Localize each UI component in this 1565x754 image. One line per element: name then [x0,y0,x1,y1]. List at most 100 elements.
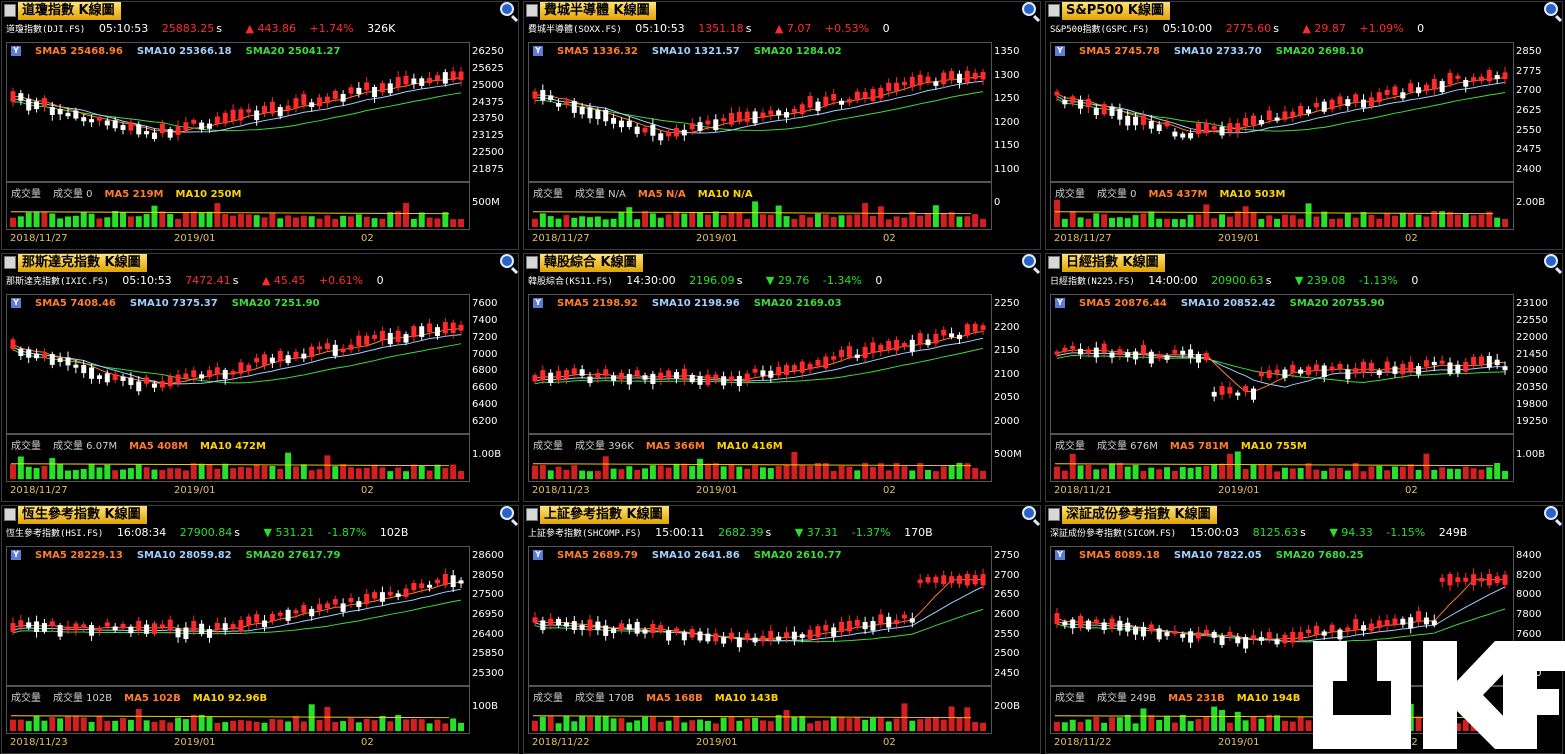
chart-panel[interactable]: 日經指數 K線圖 日經指數(N225.FS) 14:00:00 20900.63… [1045,253,1563,502]
zoom-icon[interactable] [500,506,514,520]
panel-title[interactable]: 深証成份參考指數 K線圖 [1062,506,1217,524]
volume-chart[interactable]: 成交量 成交量 102B MA5 102B MA10 92.96B [6,686,470,734]
window-icon[interactable] [4,4,16,17]
legend-y-icon[interactable]: Y [11,550,21,560]
legend-y-icon[interactable]: Y [1055,46,1065,56]
zoom-icon[interactable] [1022,506,1036,520]
window-icon[interactable] [526,4,538,17]
volume-bar [1258,218,1265,228]
zoom-icon[interactable] [1022,254,1036,268]
volume-bar [127,719,134,732]
volume-legend: 成交量 成交量 396K MA5 366M MA10 416M [533,437,795,452]
window-icon[interactable] [4,256,16,269]
candle-body [317,604,323,611]
legend-y-icon[interactable]: Y [11,298,21,308]
legend-y-icon[interactable]: Y [533,550,543,560]
window-icon[interactable] [1048,4,1060,17]
candle-body [442,72,448,84]
price-axis-tick: 2625 [1516,105,1542,116]
candlestick-chart[interactable]: Y SMA5 1336.32 SMA10 1321.57 SMA20 1284.02 [528,42,992,182]
candlestick-chart[interactable]: Y SMA5 2745.78 SMA10 2733.70 SMA20 2698.10 [1050,42,1514,182]
quote-price: 8125.63 s [1252,526,1306,539]
quote-percent: +1.09% [1359,22,1404,35]
candlestick-chart[interactable]: Y SMA5 2689.79 SMA10 2641.86 SMA20 2610.77 [528,546,992,686]
volume-chart[interactable]: 成交量 成交量 N/A MA5 N/A MA10 N/A [528,182,992,230]
volume-chart[interactable]: 成交量 成交量 0 MA5 437M MA10 503M [1050,182,1514,230]
volume-bar [104,721,111,732]
chart-panel[interactable]: 恆生參考指數 K線圖 恆生參考指數(HSI.FS) 16:08:34 27900… [1,505,519,754]
candle-body [81,117,87,122]
panel-title[interactable]: 恆生參考指數 K線圖 [18,506,147,524]
candle-body [1306,629,1312,634]
volume-chart[interactable]: 成交量 成交量 6.07M MA5 408M MA10 472M [6,434,470,482]
panel-title[interactable]: 韓股綜合 K線圖 [540,254,643,272]
candle-body [246,364,252,371]
volume-bar [387,721,394,732]
volume-bar [1360,211,1367,228]
legend-y-icon[interactable]: Y [533,298,543,308]
candlestick-chart[interactable]: Y SMA5 25468.96 SMA10 25366.18 SMA20 25041.… [6,42,470,182]
panel-title[interactable]: 上証參考指數 K線圖 [540,506,669,524]
volume-bar [80,211,87,228]
volume-bar [1077,721,1084,732]
candle-body [1455,75,1461,79]
zoom-icon[interactable] [1544,506,1558,520]
panel-title[interactable]: 那斯達克指數 K線圖 [18,254,147,272]
chart-panel[interactable]: 道瓊指數 K線圖 道瓊指數(DJI.FS) 05:10:53 25883.25 s… [1,1,519,250]
volume-bar [956,462,963,480]
volume-bar [88,213,95,228]
zoom-icon[interactable] [500,2,514,16]
chart-panel[interactable]: 那斯達克指數 K線圖 那斯達克指數(IXIC.FS) 05:10:53 7472… [1,253,519,502]
volume-bar [791,716,798,732]
panel-title[interactable]: 日經指數 K線圖 [1062,254,1165,272]
window-icon[interactable] [526,256,538,269]
legend-y-icon[interactable]: Y [533,46,543,56]
candle-body [41,623,47,632]
legend-y-icon[interactable]: Y [1055,550,1065,560]
volume-bar [277,468,284,480]
candle-body [1164,355,1170,360]
candle-body [964,573,970,586]
volume-chart[interactable]: 成交量 成交量 396K MA5 366M MA10 416M [528,434,992,482]
chart-panel[interactable]: 深証成份參考指數 K線圖 深証成份參考指數(SICOM.FS) 15:00:03… [1045,505,1563,754]
panel-title[interactable]: 道瓊指數 K線圖 [18,2,121,20]
candlestick-chart[interactable]: Y SMA5 7408.46 SMA10 7375.37 SMA20 7251.90 [6,294,470,434]
zoom-icon[interactable] [1544,2,1558,16]
candle-body [1439,360,1445,364]
volume-chart[interactable]: 成交量 成交量 0 MA5 219M MA10 250M [6,182,470,230]
quote-line: 恆生參考指數(HSI.FS) 16:08:34 27900.84 s ▼ 531.… [6,526,418,540]
volume-bar [752,465,759,480]
volume-bar [387,471,394,480]
candlestick-chart[interactable]: Y SMA5 8089.18 SMA10 7822.05 SMA20 7680.25 [1050,546,1514,686]
candlestick-chart[interactable]: Y SMA5 28229.13 SMA10 28059.82 SMA20 27617.… [6,546,470,686]
price-axis-tick: 22550 [1516,314,1548,326]
candle-body [964,324,970,336]
panel-title[interactable]: S&P500 K線圖 [1062,2,1170,20]
legend-y-icon[interactable]: Y [11,46,21,56]
zoom-icon[interactable] [500,254,514,268]
zoom-icon[interactable] [1544,254,1558,268]
volume-bar [112,211,119,228]
candle-body [736,111,742,122]
panel-title[interactable]: 費城半導體 K線圖 [540,2,656,20]
chart-panel[interactable]: 韓股綜合 K線圖 韓股綜合(KS11.FS) 14:30:00 2196.09 s… [523,253,1041,502]
volume-chart[interactable]: 成交量 成交量 676M MA5 781M MA10 755M [1050,434,1514,482]
volume-chart[interactable]: 成交量 成交量 170B MA5 168B MA10 143B [528,686,992,734]
candlestick-chart[interactable]: Y SMA5 2198.92 SMA10 2198.96 SMA20 2169.03 [528,294,992,434]
chart-panel[interactable]: 費城半導體 K線圖 費城半導體(SOXX.FS) 05:10:53 1351.1… [523,1,1041,250]
candle-body [1251,635,1256,640]
legend-y-icon[interactable]: Y [1055,298,1065,308]
volume-axis-tick: 2.00B [1516,197,1546,208]
window-icon[interactable] [526,508,538,521]
volume-bar [49,717,56,732]
zoom-icon[interactable] [1022,2,1036,16]
volume-bar [222,463,229,480]
window-icon[interactable] [4,508,16,521]
window-icon[interactable] [1048,508,1060,521]
chart-panel[interactable]: 上証參考指數 K線圖 上証參考指數(SHCOMP.FS) 15:00:11 26… [523,505,1041,754]
volume-bar [214,722,221,732]
window-icon[interactable] [1048,256,1060,269]
chart-panel[interactable]: S&P500 K線圖 S&P500指數(GSPC.FS) 05:10:00 27… [1045,1,1563,250]
volume-bar [25,466,32,480]
candlestick-chart[interactable]: Y SMA5 20876.44 SMA10 20852.42 SMA20 20755.… [1050,294,1514,434]
